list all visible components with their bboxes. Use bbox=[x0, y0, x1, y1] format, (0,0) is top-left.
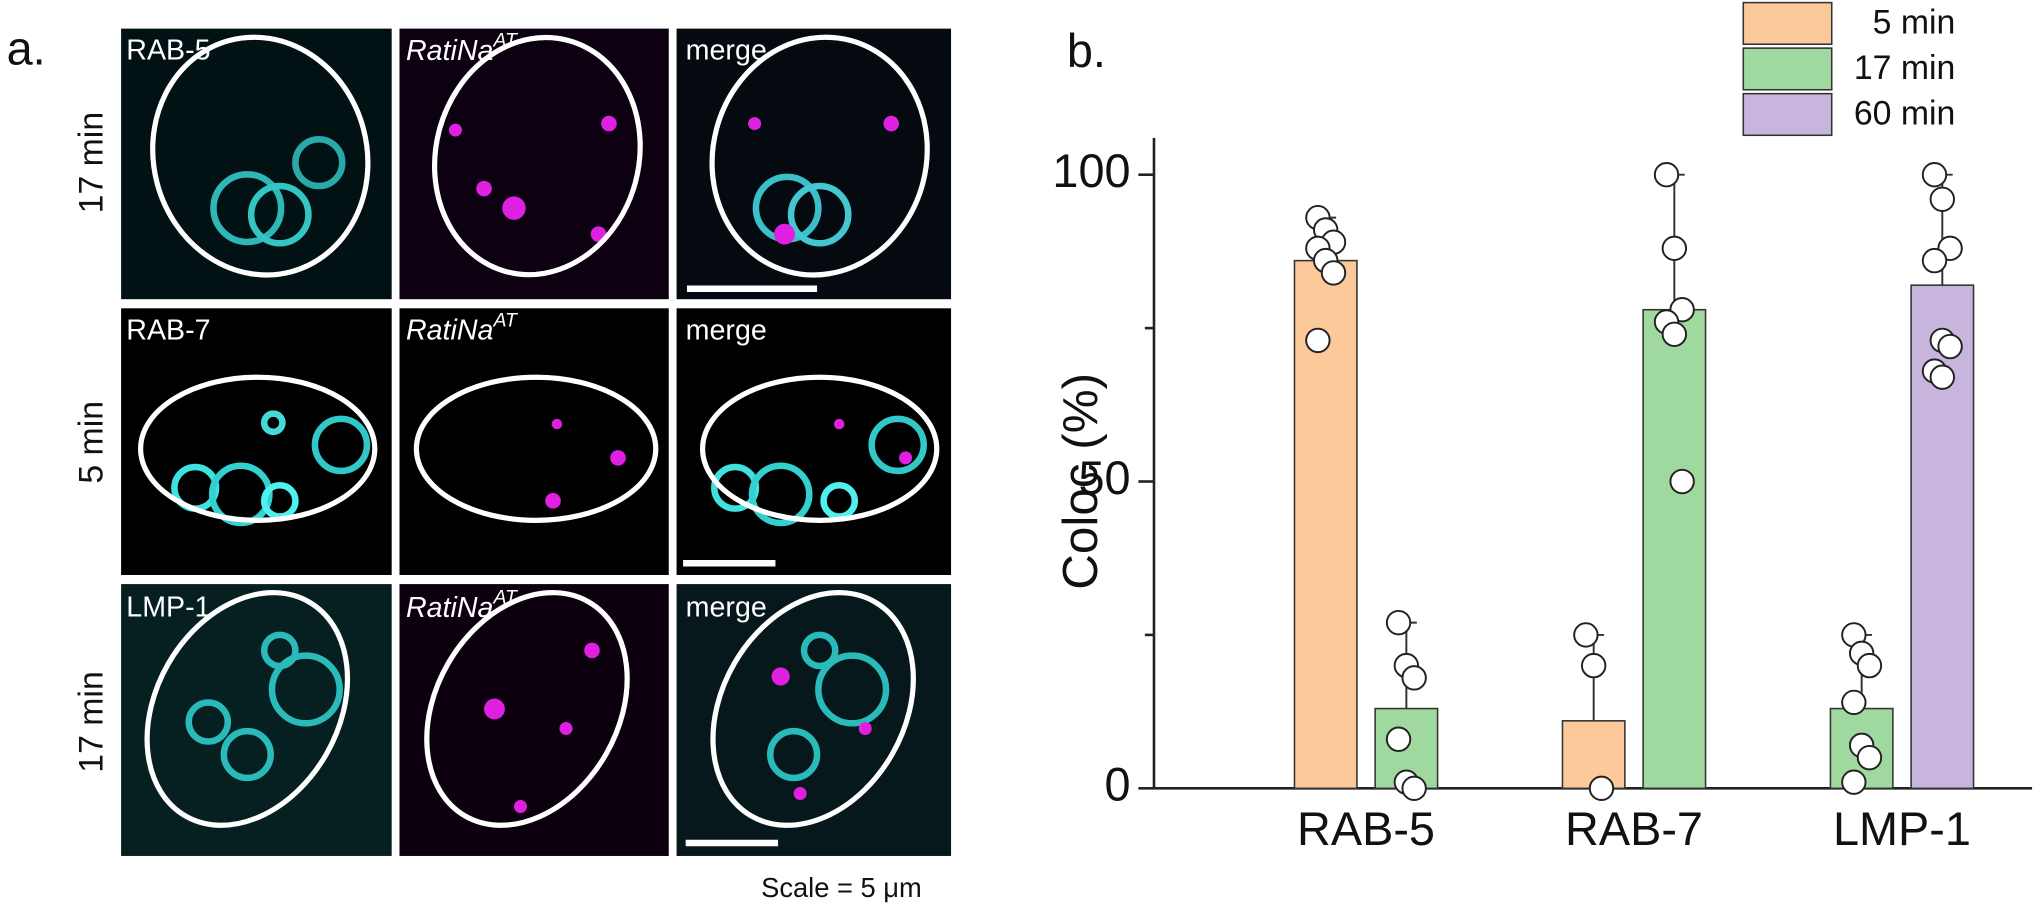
data-point bbox=[1588, 775, 1615, 802]
data-point bbox=[1401, 665, 1427, 691]
x-tick-label: LMP-1 bbox=[1833, 803, 1971, 855]
bar bbox=[1642, 308, 1707, 790]
marker-label: RAB-5 bbox=[126, 35, 210, 67]
merge-label: merge bbox=[686, 314, 767, 346]
probe-name: RatiNa bbox=[406, 591, 493, 623]
data-point bbox=[1841, 689, 1867, 716]
data-point bbox=[1937, 333, 1963, 360]
data-point bbox=[1320, 260, 1347, 286]
image bbox=[676, 584, 952, 856]
legend-swatch bbox=[1742, 47, 1833, 91]
puncta bbox=[448, 115, 913, 814]
data-point bbox=[1856, 652, 1883, 679]
data-point bbox=[1841, 769, 1867, 795]
image bbox=[676, 308, 952, 575]
image bbox=[121, 308, 392, 575]
probe-label: RatiNaAT bbox=[406, 30, 519, 67]
data-point bbox=[1580, 652, 1607, 679]
image bbox=[121, 28, 392, 300]
data-point bbox=[1929, 186, 1955, 212]
probe-name: RatiNa bbox=[406, 314, 493, 346]
micrographs bbox=[121, 28, 952, 856]
data-point bbox=[1385, 726, 1412, 752]
probe-superscript: AT bbox=[492, 309, 519, 331]
data-point bbox=[1305, 327, 1331, 354]
panel-label: b. bbox=[1067, 25, 1106, 77]
data-point bbox=[1573, 622, 1599, 648]
probe-superscript: AT bbox=[492, 587, 519, 609]
row-time-label: 17 min bbox=[73, 671, 111, 773]
probe-label: RatiNaAT bbox=[406, 309, 519, 346]
cell-outline bbox=[138, 34, 940, 828]
probe-superscript: AT bbox=[492, 30, 519, 52]
data-point bbox=[1921, 162, 1948, 188]
probe-name: RatiNa bbox=[406, 35, 493, 67]
legend-label: 60 min bbox=[1854, 95, 1956, 133]
merge-label: merge bbox=[686, 591, 767, 623]
y-tick-label: 50 bbox=[1078, 452, 1130, 504]
data-point bbox=[1661, 321, 1688, 347]
data-point bbox=[1929, 364, 1955, 390]
legend-label: 5 min bbox=[1873, 4, 1956, 42]
data-point bbox=[1401, 775, 1427, 802]
legend-swatch bbox=[1742, 1, 1833, 46]
y-tick-label: 0 bbox=[1105, 759, 1131, 811]
image bbox=[399, 584, 669, 856]
row-time-label: 5 min bbox=[73, 401, 111, 484]
data-point bbox=[1385, 609, 1412, 636]
probe-label: RatiNaAT bbox=[406, 587, 519, 624]
data-point bbox=[1856, 744, 1883, 771]
merge-label: merge bbox=[686, 35, 767, 67]
bar bbox=[1910, 284, 1975, 790]
row-time-label: 17 min bbox=[73, 112, 111, 213]
scale-bar bbox=[683, 285, 818, 847]
x-tick-label: RAB-7 bbox=[1565, 803, 1703, 855]
data-point bbox=[1921, 247, 1948, 274]
marker-label: LMP-1 bbox=[126, 591, 210, 623]
data-point bbox=[1669, 468, 1695, 495]
scale-note: Scale = 5 μm bbox=[761, 872, 922, 903]
marker-label: RAB-7 bbox=[126, 314, 210, 346]
data-point bbox=[1661, 235, 1688, 262]
image bbox=[399, 28, 669, 300]
legend-label: 17 min bbox=[1854, 49, 1956, 87]
panel-label: a. bbox=[7, 22, 46, 74]
image bbox=[121, 584, 392, 856]
x-tick-label: RAB-5 bbox=[1297, 803, 1435, 855]
data-point bbox=[1653, 162, 1680, 188]
legend-swatch bbox=[1742, 92, 1833, 137]
image bbox=[676, 28, 952, 300]
y-tick-label: 100 bbox=[1052, 145, 1130, 197]
y-axis-label: Coloc (%) bbox=[1053, 373, 1108, 590]
image bbox=[399, 308, 669, 575]
bar bbox=[1561, 720, 1626, 790]
